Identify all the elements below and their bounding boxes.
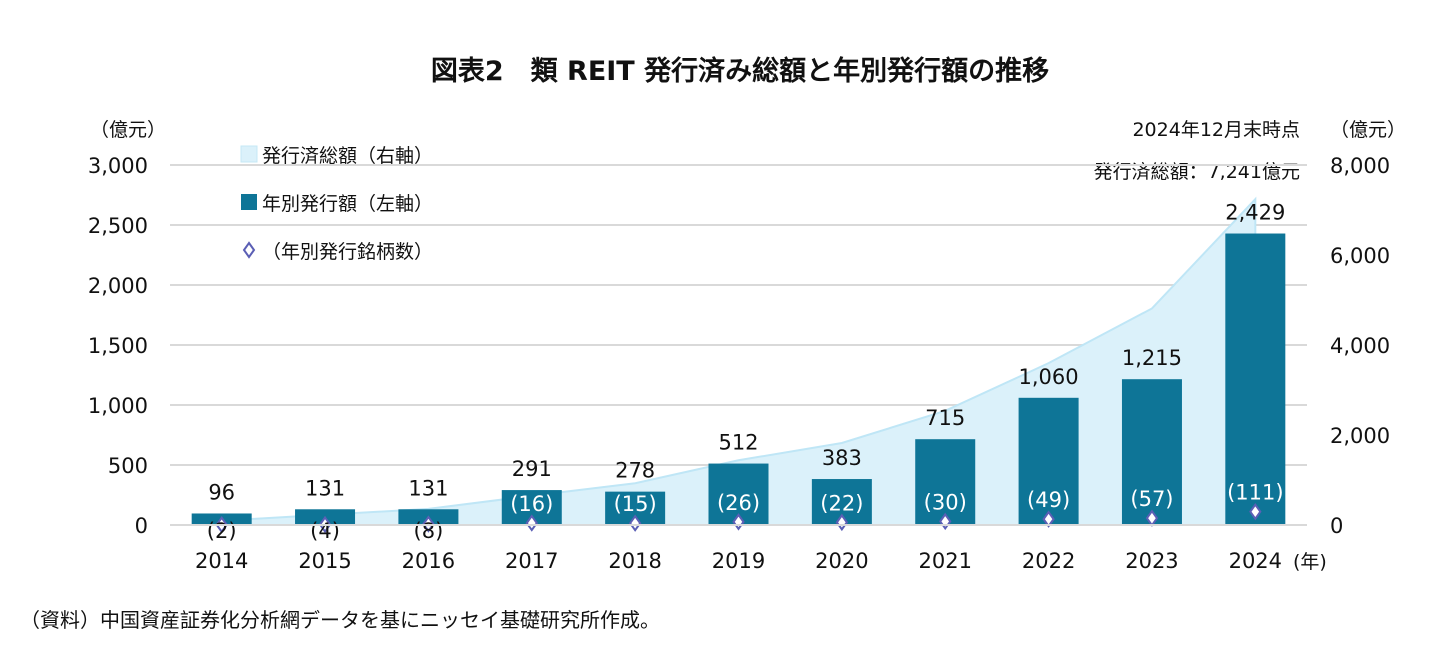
count-marker-diamond bbox=[628, 514, 642, 532]
bar-annual-issuance bbox=[1121, 379, 1182, 525]
x-tick-label: 2015 bbox=[298, 549, 351, 573]
x-tick-label: 2014 bbox=[195, 549, 248, 573]
left-axis-unit: （億元） bbox=[90, 119, 166, 141]
left-tick-label: 500 bbox=[108, 454, 148, 478]
legend-label-count: （年別発行銘柄数） bbox=[262, 241, 433, 263]
x-axis-unit: (年) bbox=[1293, 551, 1327, 573]
left-tick-label: 2,500 bbox=[88, 214, 148, 238]
left-tick-label: 0 bbox=[135, 514, 148, 538]
x-tick-label: 2020 bbox=[815, 549, 868, 573]
bar-value-label: 131 bbox=[408, 476, 448, 500]
count-label: (26) bbox=[717, 491, 760, 515]
right-tick-label: 6,000 bbox=[1330, 244, 1390, 268]
left-tick-label: 2,000 bbox=[88, 274, 148, 298]
right-tick-label: 0 bbox=[1330, 514, 1343, 538]
x-tick-label: 2023 bbox=[1125, 549, 1178, 573]
count-label: (15) bbox=[614, 492, 657, 516]
count-label: (22) bbox=[820, 491, 863, 515]
right-axis-unit: （億元） bbox=[1330, 119, 1406, 141]
x-tick-label: 2021 bbox=[919, 549, 972, 573]
right-tick-label: 8,000 bbox=[1330, 154, 1390, 178]
bar-value-label: 715 bbox=[925, 406, 965, 430]
bar-value-label: 2,429 bbox=[1225, 201, 1285, 225]
count-label: (4) bbox=[310, 519, 340, 543]
x-tick-label: 2022 bbox=[1022, 549, 1075, 573]
count-marker-diamond bbox=[1249, 502, 1262, 521]
legend-swatch-annual bbox=[241, 194, 257, 210]
bar-value-label: 1,060 bbox=[1019, 365, 1079, 389]
x-tick-label: 2019 bbox=[712, 549, 765, 573]
left-tick-label: 3,000 bbox=[88, 154, 148, 178]
left-tick-label: 1,500 bbox=[88, 334, 148, 358]
bar-value-label: 383 bbox=[822, 446, 862, 470]
legend-diamond-icon bbox=[242, 241, 256, 259]
count-label: (57) bbox=[1130, 487, 1173, 511]
annotation-date: 2024年12月末時点 bbox=[1132, 119, 1300, 141]
left-tick-label: 1,000 bbox=[88, 394, 148, 418]
legend-label-annual: 年別発行額（左軸） bbox=[262, 193, 433, 215]
right-tick-label: 4,000 bbox=[1330, 334, 1390, 358]
count-marker-diamond bbox=[1042, 510, 1055, 528]
count-label: (30) bbox=[924, 490, 967, 514]
x-tick-label: 2024 bbox=[1229, 549, 1282, 573]
source-note: （資料）中国資産証券化分析網データを基にニッセイ基礎研究所作成。 bbox=[20, 608, 660, 632]
chart-title: 図表2 類 REIT 発行済み総額と年別発行額の推移 bbox=[431, 55, 1049, 87]
legend-swatch-total bbox=[240, 145, 258, 163]
x-tick-label: 2017 bbox=[505, 549, 558, 573]
bar-annual-issuance bbox=[1018, 397, 1079, 525]
count-label: (49) bbox=[1027, 488, 1070, 512]
x-tick-label: 2016 bbox=[402, 549, 455, 573]
bar-annual-issuance bbox=[915, 439, 976, 525]
right-tick-label: 2,000 bbox=[1330, 424, 1390, 448]
bar-annual-issuance bbox=[1225, 233, 1286, 525]
bar-value-label: 278 bbox=[615, 459, 655, 483]
bar-value-label: 512 bbox=[718, 431, 758, 455]
bar-value-label: 96 bbox=[208, 480, 235, 504]
legend-label-total: 発行済総額（右軸） bbox=[262, 145, 433, 167]
count-marker-diamond bbox=[525, 514, 539, 532]
count-label: (8) bbox=[414, 519, 444, 543]
count-label: (16) bbox=[510, 492, 553, 516]
x-tick-label: 2018 bbox=[608, 549, 661, 573]
bar-value-label: 291 bbox=[512, 457, 552, 481]
count-label: (2) bbox=[207, 519, 237, 543]
count-label: (111) bbox=[1227, 481, 1283, 505]
bar-value-label: 131 bbox=[305, 476, 345, 500]
annotation-total: 発行済総額：7,241億元 bbox=[1094, 161, 1300, 183]
bar-value-label: 1,215 bbox=[1122, 346, 1182, 370]
